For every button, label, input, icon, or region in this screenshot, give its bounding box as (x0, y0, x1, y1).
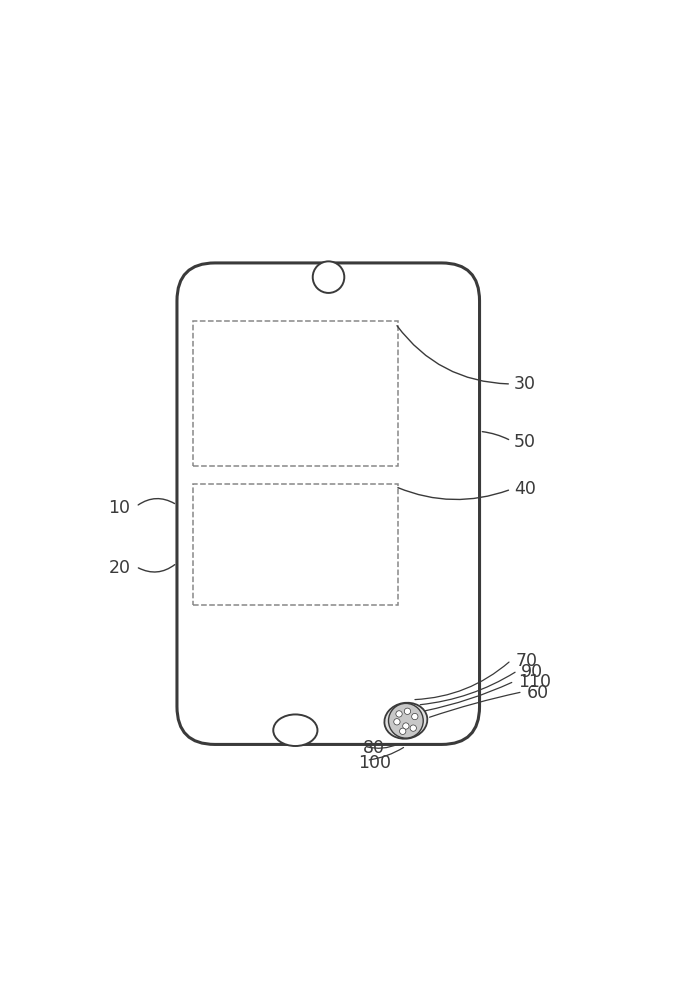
Text: 60: 60 (527, 684, 549, 702)
Circle shape (411, 713, 418, 720)
Text: 110: 110 (519, 673, 551, 691)
Circle shape (396, 711, 402, 717)
Ellipse shape (384, 703, 427, 739)
Text: 30: 30 (514, 375, 536, 393)
Circle shape (404, 708, 411, 714)
Bar (193, 321, 398, 466)
Bar (193, 484, 398, 605)
FancyBboxPatch shape (177, 263, 479, 744)
Ellipse shape (273, 714, 318, 746)
Text: 20: 20 (109, 559, 130, 577)
Text: 40: 40 (514, 480, 536, 498)
Text: 80: 80 (363, 739, 385, 757)
Circle shape (410, 725, 416, 731)
Circle shape (403, 723, 409, 729)
Circle shape (394, 719, 400, 725)
Circle shape (388, 703, 423, 738)
Text: 100: 100 (359, 754, 392, 772)
Text: 70: 70 (515, 652, 537, 670)
Text: 10: 10 (109, 499, 130, 517)
Text: 90: 90 (521, 663, 543, 681)
Circle shape (399, 728, 406, 734)
Text: 50: 50 (514, 433, 536, 451)
Circle shape (313, 261, 344, 293)
